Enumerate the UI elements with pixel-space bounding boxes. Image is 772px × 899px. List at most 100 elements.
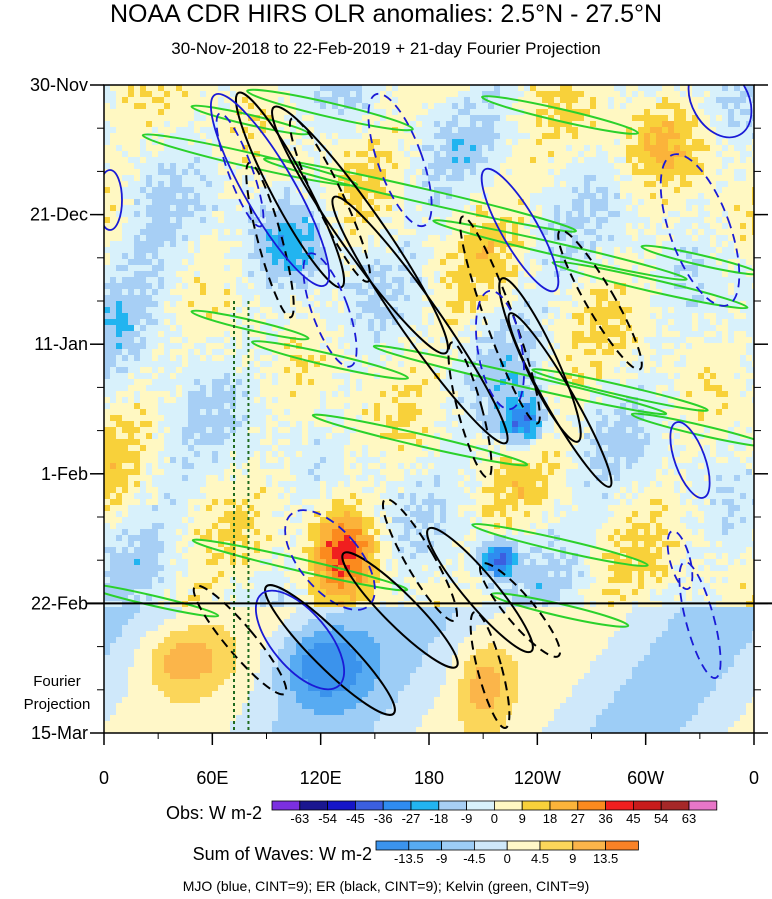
field-cell: [518, 157, 524, 163]
field-cell: [188, 109, 194, 115]
field-cell: [566, 205, 572, 211]
field-cell: [734, 85, 740, 91]
field-cell: [626, 175, 632, 181]
field-cell: [146, 247, 152, 253]
field-cell: [410, 265, 416, 271]
field-cell: [548, 109, 554, 115]
field-cell: [728, 115, 734, 121]
field-cell: [620, 271, 626, 277]
field-cell: [710, 97, 716, 103]
field-cell: [572, 139, 578, 145]
field-cell: [152, 247, 158, 253]
field-cell: [500, 283, 506, 289]
field-cell: [134, 103, 140, 109]
field-cell: [398, 241, 404, 247]
field-cell: [194, 343, 200, 349]
field-cell: [620, 145, 626, 151]
field-cell: [602, 139, 608, 145]
field-cell: [578, 139, 584, 145]
field-cell: [164, 109, 170, 115]
field-cell: [152, 253, 158, 259]
field-cell: [158, 247, 164, 253]
field-cell: [500, 157, 506, 163]
field-cell: [560, 151, 566, 157]
field-cell: [614, 331, 620, 337]
field-cell: [350, 199, 356, 205]
field-cell: [440, 91, 446, 97]
field-cell: [158, 253, 164, 259]
field-cell: [122, 205, 128, 211]
field-cell: [266, 265, 272, 271]
field-cell: [536, 91, 542, 97]
field-cell: [164, 289, 170, 295]
field-cell: [662, 349, 668, 355]
field-cell: [458, 139, 464, 145]
field-cell: [698, 223, 704, 229]
field-cell: [542, 343, 548, 349]
field-cell: [500, 277, 506, 283]
field-cell: [416, 271, 422, 277]
field-cell: [152, 109, 158, 115]
field-cell: [314, 295, 320, 301]
field-cell: [638, 289, 644, 295]
field-cell: [692, 169, 698, 175]
field-cell: [674, 313, 680, 319]
field-cell: [650, 157, 656, 163]
field-cell: [128, 283, 134, 289]
field-cell: [122, 109, 128, 115]
field-cell: [440, 247, 446, 253]
field-cell: [206, 349, 212, 355]
field-cell: [278, 349, 284, 355]
field-cell: [404, 217, 410, 223]
field-cell: [278, 319, 284, 325]
field-cell: [242, 169, 248, 175]
field-cell: [176, 175, 182, 181]
field-cell: [122, 289, 128, 295]
field-cell: [338, 349, 344, 355]
field-cell: [566, 127, 572, 133]
field-cell: [578, 133, 584, 139]
field-cell: [362, 193, 368, 199]
field-cell: [680, 151, 686, 157]
field-cell: [656, 343, 662, 349]
field-cell: [230, 271, 236, 277]
field-cell: [674, 229, 680, 235]
field-cell: [284, 355, 290, 361]
field-cell: [110, 127, 116, 133]
field-cell: [686, 181, 692, 187]
field-cell: [578, 91, 584, 97]
field-cell: [536, 343, 542, 349]
field-cell: [440, 193, 446, 199]
field-cell: [104, 289, 110, 295]
field-cell: [368, 271, 374, 277]
field-cell: [698, 133, 704, 139]
field-cell: [260, 265, 266, 271]
field-cell: [176, 85, 182, 91]
field-cell: [224, 259, 230, 265]
field-cell: [644, 277, 650, 283]
field-cell: [176, 229, 182, 235]
field-cell: [302, 229, 308, 235]
field-cell: [386, 85, 392, 91]
field-cell: [722, 325, 728, 331]
field-cell: [722, 193, 728, 199]
field-cell: [398, 91, 404, 97]
field-cell: [416, 355, 422, 361]
field-cell: [446, 319, 452, 325]
field-cell: [614, 145, 620, 151]
field-cell: [752, 91, 754, 97]
field-cell: [410, 307, 416, 313]
field-cell: [206, 289, 212, 295]
field-cell: [650, 349, 656, 355]
field-cell: [302, 145, 308, 151]
field-cell: [650, 343, 656, 349]
field-cell: [638, 265, 644, 271]
field-cell: [704, 283, 710, 289]
field-cell: [110, 163, 116, 169]
field-cell: [206, 277, 212, 283]
field-cell: [476, 181, 482, 187]
field-cell: [182, 211, 188, 217]
field-cell: [602, 217, 608, 223]
field-cell: [722, 127, 728, 133]
field-cell: [446, 139, 452, 145]
